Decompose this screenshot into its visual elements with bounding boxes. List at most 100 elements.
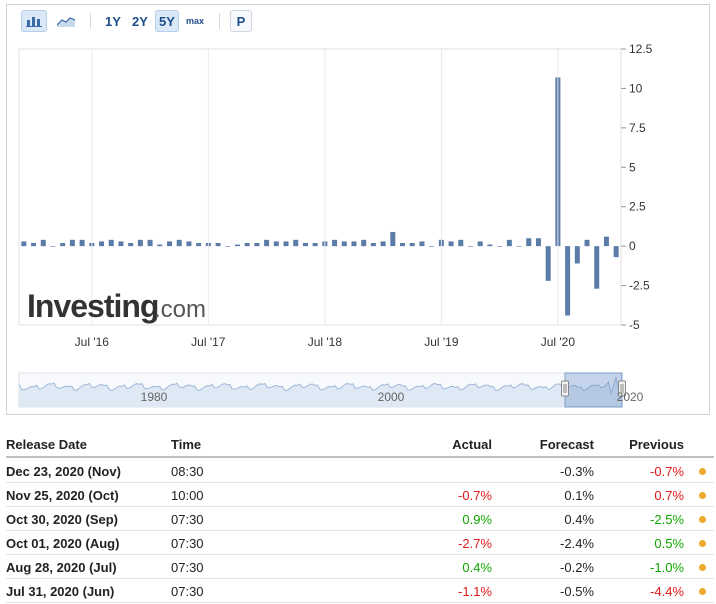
time-cell: 07:30	[171, 536, 204, 551]
bar-54[interactable]	[545, 246, 551, 281]
y-tick-label: 0	[629, 239, 636, 253]
alert-dot-icon[interactable]	[699, 516, 706, 523]
bar-30[interactable]	[312, 242, 318, 247]
bar-16[interactable]	[176, 239, 182, 247]
bar-56[interactable]	[565, 246, 571, 316]
bar-59[interactable]	[594, 246, 600, 289]
forecast-cell: -0.5%	[560, 584, 594, 599]
bar-42[interactable]	[429, 246, 435, 247]
bar-39[interactable]	[400, 242, 406, 247]
y-tick-label: -2.5	[629, 279, 650, 293]
forecast-cell: -2.4%	[560, 536, 594, 551]
alert-dot-icon[interactable]	[699, 492, 706, 499]
navigator-selection[interactable]	[564, 372, 623, 408]
bar-14[interactable]	[157, 244, 163, 247]
chart-toolbar: 1Y 2Y 5Y max P	[7, 5, 709, 37]
bar-22[interactable]	[234, 244, 240, 247]
bar-53[interactable]	[535, 238, 541, 247]
bar-23[interactable]	[244, 242, 250, 247]
alert-dot-icon[interactable]	[699, 588, 706, 595]
bar-18[interactable]	[196, 242, 202, 247]
time-cell: 07:30	[171, 560, 204, 575]
actual-cell: -2.7%	[458, 536, 492, 551]
bar-52[interactable]	[526, 238, 532, 247]
print-button[interactable]: P	[230, 10, 252, 32]
bar-58[interactable]	[584, 239, 590, 247]
range-1y-button[interactable]: 1Y	[101, 10, 125, 32]
bar-17[interactable]	[186, 241, 192, 247]
time-cell: 07:30	[171, 512, 204, 527]
bar-3[interactable]	[50, 246, 56, 247]
bar-1[interactable]	[31, 242, 37, 247]
alert-dot-icon[interactable]	[699, 540, 706, 547]
bar-5[interactable]	[69, 239, 75, 247]
bar-2[interactable]	[40, 239, 46, 247]
bar-26[interactable]	[273, 241, 279, 247]
investing-watermark: Investing .com	[27, 288, 206, 324]
header-release-date: Release Date	[6, 437, 87, 452]
bar-10[interactable]	[118, 241, 124, 247]
y-tick-label: 5	[629, 160, 636, 174]
bar-47[interactable]	[477, 241, 483, 247]
bar-24[interactable]	[254, 242, 260, 247]
bar-9[interactable]	[108, 239, 114, 247]
time-cell: 10:00	[171, 488, 204, 503]
bar-6[interactable]	[79, 239, 85, 247]
range-max-label: max	[185, 16, 204, 26]
bar-21[interactable]	[225, 246, 231, 247]
bar-35[interactable]	[361, 239, 367, 247]
bar-61[interactable]	[613, 246, 619, 258]
release-date-cell: Jul 31, 2020 (Jun)	[6, 584, 115, 599]
area-chart-icon[interactable]	[53, 10, 79, 32]
navigator-left-handle[interactable]	[561, 380, 569, 397]
navigator[interactable]: 1980 2000 2020	[18, 372, 644, 408]
bar-51[interactable]	[516, 246, 522, 247]
bar-4[interactable]	[60, 242, 66, 247]
range-2y-button[interactable]: 2Y	[128, 10, 152, 32]
bar-32[interactable]	[332, 239, 338, 247]
bar-27[interactable]	[283, 241, 289, 247]
bar-25[interactable]	[264, 239, 270, 247]
bar-34[interactable]	[351, 241, 357, 247]
bar-48[interactable]	[487, 244, 493, 247]
bar-13[interactable]	[147, 239, 153, 247]
table-row: Oct 30, 2020 (Sep) 07:30 0.9% 0.4% -2.5%	[6, 507, 714, 531]
alert-dot-icon[interactable]	[699, 468, 706, 475]
forecast-cell: -0.2%	[560, 560, 594, 575]
previous-cell: -4.4%	[650, 584, 684, 599]
bar-36[interactable]	[370, 242, 376, 247]
table-header-row: Release Date Time Actual Forecast Previo…	[6, 432, 714, 458]
previous-cell: 0.5%	[654, 536, 684, 551]
bar-8[interactable]	[99, 241, 105, 247]
bar-50[interactable]	[506, 239, 512, 247]
alert-dot-icon[interactable]	[699, 564, 706, 571]
bar-chart-icon[interactable]	[21, 10, 47, 32]
range-5y-label: 5Y	[159, 13, 175, 29]
forecast-cell: -0.3%	[560, 464, 594, 479]
watermark-suffix: .com	[154, 296, 206, 323]
bar-57[interactable]	[574, 246, 580, 264]
bar-20[interactable]	[215, 242, 221, 247]
range-1y-label: 1Y	[105, 13, 121, 29]
bar-33[interactable]	[341, 241, 347, 247]
bar-11[interactable]	[128, 242, 134, 247]
range-max-button[interactable]: max	[182, 10, 208, 32]
bar-37[interactable]	[380, 241, 386, 247]
bar-41[interactable]	[419, 241, 425, 247]
bar-40[interactable]	[409, 242, 415, 247]
bar-38[interactable]	[390, 231, 396, 247]
bar-15[interactable]	[167, 241, 172, 247]
bar-44[interactable]	[448, 241, 454, 247]
bar-29[interactable]	[302, 242, 308, 247]
bar-0[interactable]	[21, 241, 27, 247]
bar-28[interactable]	[293, 239, 299, 247]
header-previous: Previous	[629, 437, 684, 452]
bar-chart: 12.5 10 7.5 5 2.5 0 -2.5 -5 Jul '16 Jul '17 Jul '…	[18, 42, 653, 408]
bar-60[interactable]	[603, 236, 609, 247]
bar-46[interactable]	[468, 246, 473, 247]
bar-45[interactable]	[458, 239, 464, 247]
bar-49[interactable]	[497, 246, 503, 247]
bar-12[interactable]	[137, 239, 143, 247]
range-5y-button[interactable]: 5Y	[155, 10, 179, 32]
navigator-right-handle[interactable]	[618, 380, 626, 397]
